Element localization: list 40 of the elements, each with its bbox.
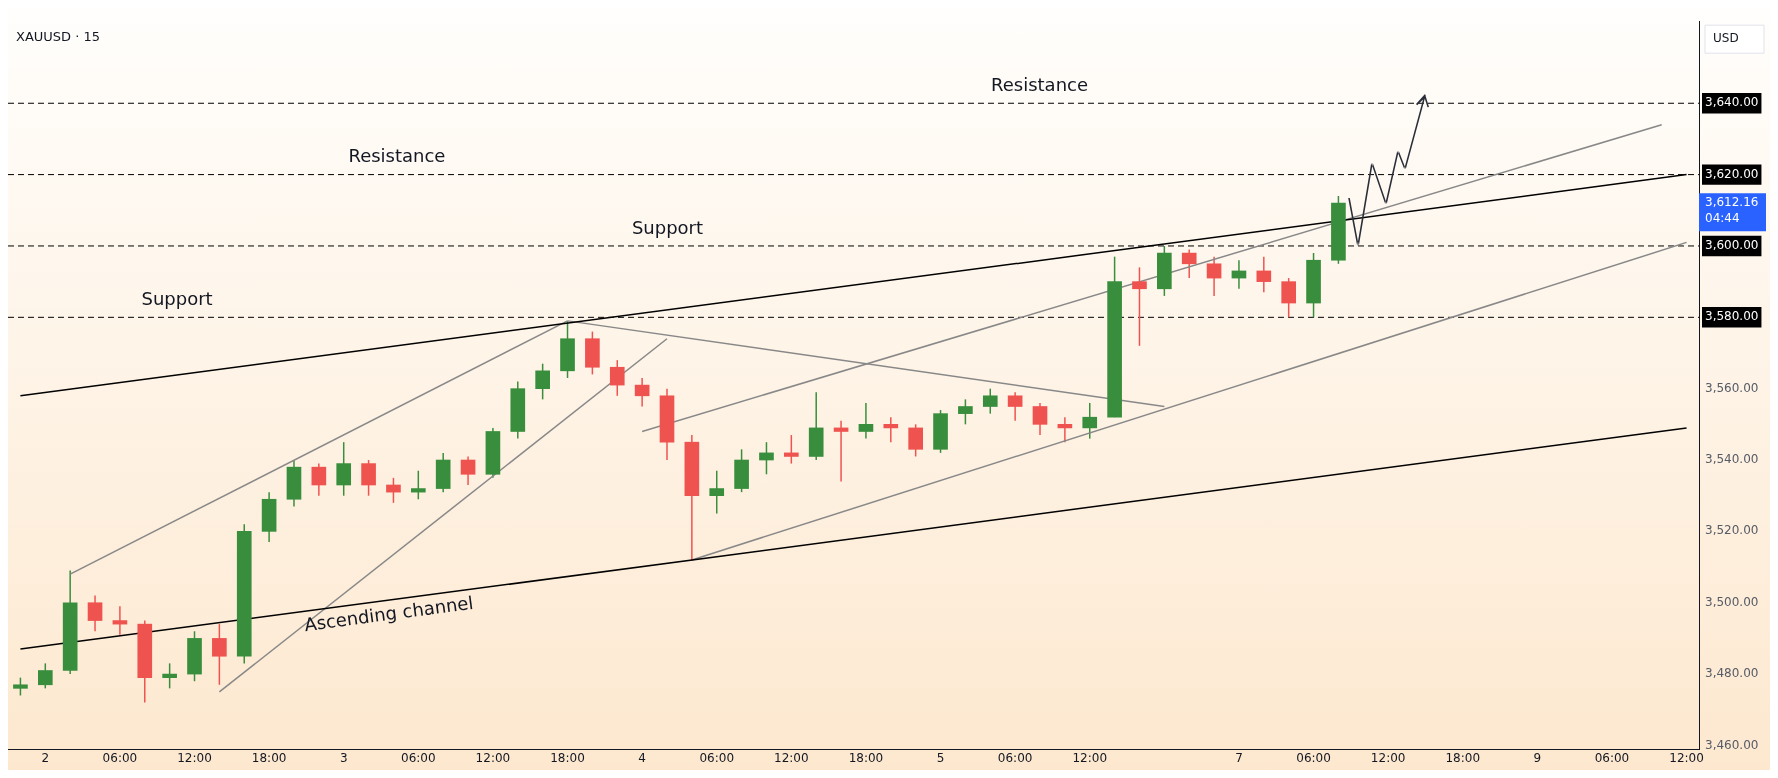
ref-line-label: Support (141, 287, 213, 309)
y-tick-label: 3,500.00 (1705, 594, 1759, 609)
x-tick-label: 06:00 (699, 751, 735, 766)
x-tick-label: 5 (936, 751, 945, 766)
x-tick-label: 06:00 (1296, 751, 1331, 766)
text: Ascending channel (303, 591, 475, 636)
ref-line-label: Resistance (348, 145, 446, 167)
x-tick-label: 3 (339, 751, 348, 766)
x-tick-label: 2 (41, 751, 50, 766)
x-tick-label: 06:00 (1594, 751, 1630, 766)
y-tick-label: 3,620.00 (1705, 166, 1759, 181)
text: 3,612.16 04:44 (1705, 195, 1759, 226)
y-tick-label: 3,460.00 (1705, 737, 1759, 752)
text: XAUUSD · 15 (16, 29, 101, 45)
x-tick-label: 12:00 (1669, 751, 1704, 766)
y-tick-label: 3,560.00 (1705, 380, 1759, 395)
ref-line-label: Resistance (991, 73, 1089, 95)
y-tick-label: 3,600.00 (1705, 238, 1759, 253)
y-tick-label: 3,480.00 (1705, 666, 1759, 681)
x-tick-label: 12:00 (1370, 751, 1406, 766)
ref-line-label: Support (631, 216, 704, 238)
x-tick-label: 12:00 (774, 751, 809, 766)
x-tick-label: 06:00 (401, 751, 436, 766)
x-tick-label: 18:00 (251, 751, 287, 766)
x-tick-label: 12:00 (1072, 751, 1108, 766)
x-tick-label: 4 (638, 751, 646, 766)
x-tick-label: 06:00 (102, 751, 138, 766)
x-tick-label: 12:00 (177, 751, 212, 766)
x-tick-label: 18:00 (550, 751, 585, 766)
y-tick-label: 3,640.00 (1705, 95, 1759, 110)
y-tick-label: 3,520.00 (1705, 523, 1759, 538)
x-tick-label: 18:00 (848, 751, 884, 766)
y-tick-label: 3,540.00 (1705, 452, 1759, 467)
y-tick-label: 3,580.00 (1705, 309, 1759, 324)
y-axis-title: USD (1713, 31, 1739, 46)
x-tick-label: 12:00 (475, 751, 511, 766)
x-tick-label: 18:00 (1445, 751, 1481, 766)
x-tick-label: 9 (1533, 751, 1542, 766)
x-tick-label: 06:00 (997, 751, 1033, 766)
x-tick-label: 7 (1235, 751, 1243, 766)
